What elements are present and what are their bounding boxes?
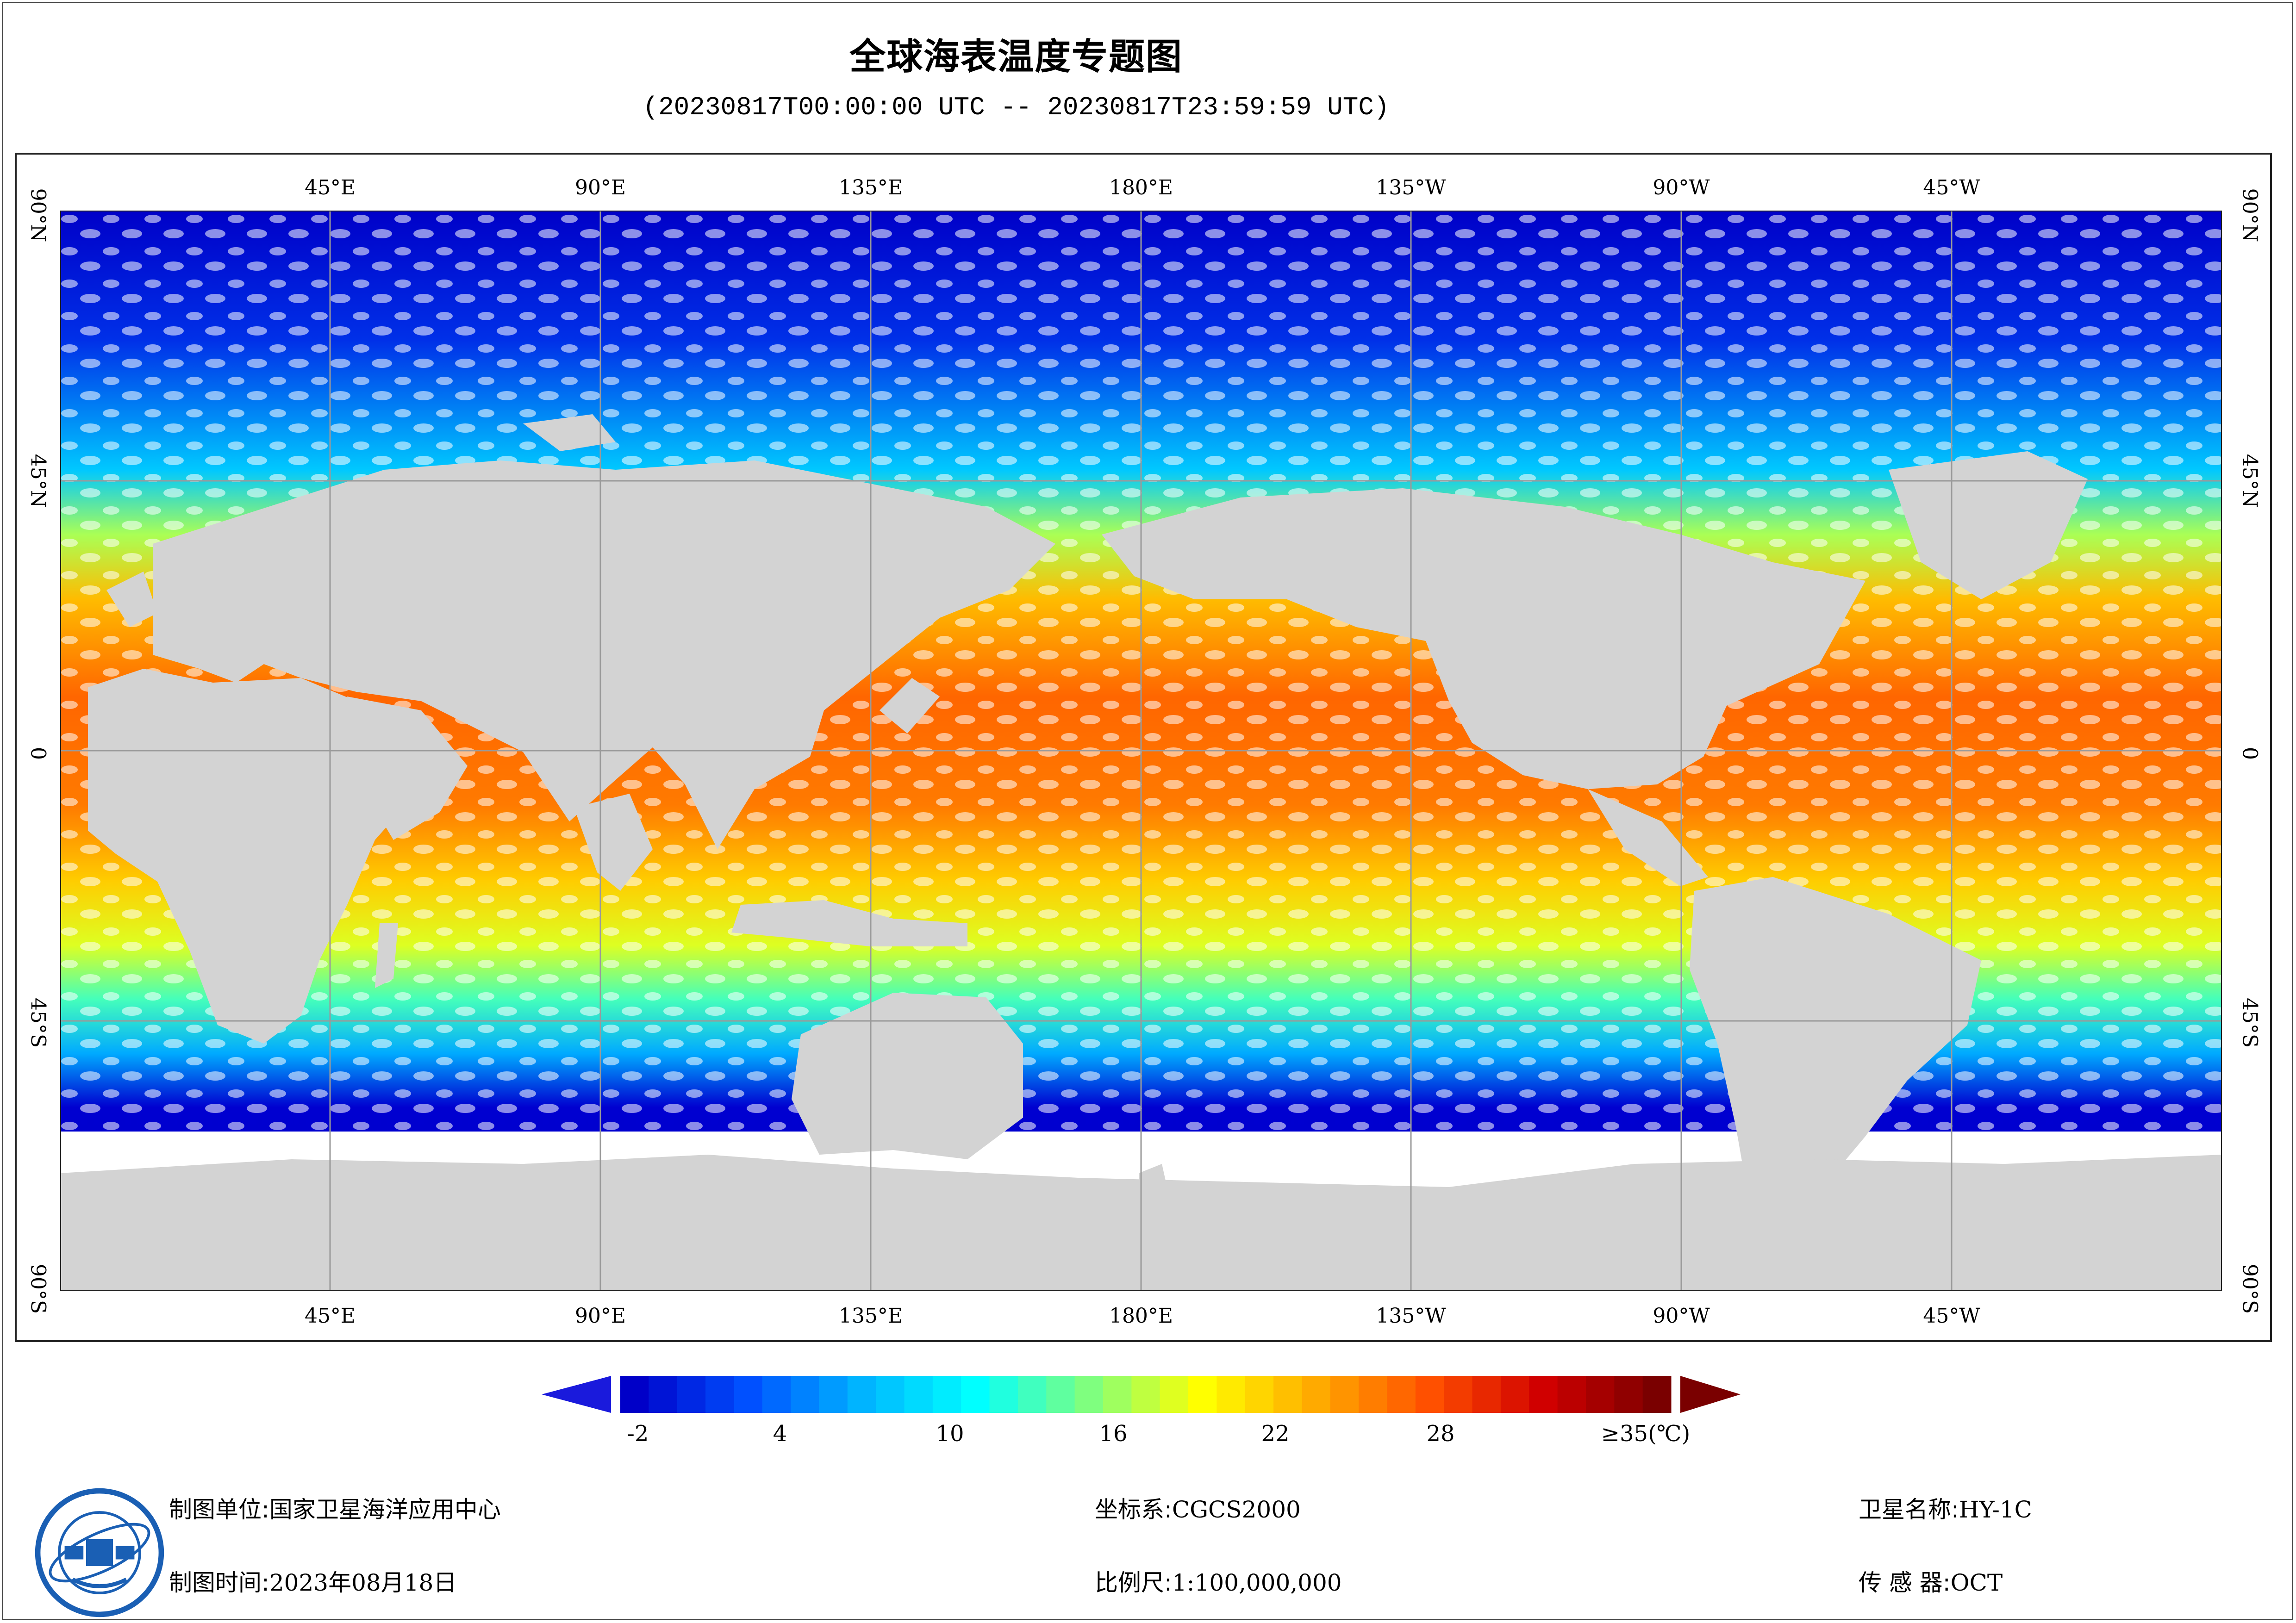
land-south-america [1690, 877, 1981, 1243]
lon-label-bottom: 90°W [1653, 1304, 1710, 1328]
mapping-unit: 制图单位:国家卫星海洋应用中心 [169, 1496, 501, 1523]
colorbar-cell [1529, 1376, 1558, 1413]
land-indonesia [731, 900, 967, 946]
graticule [60, 211, 2222, 1291]
colorbar-cell [1245, 1376, 1274, 1413]
land-arabia [347, 696, 468, 840]
colorbar-cell [876, 1376, 905, 1413]
lat-label-right: 90°N [2238, 188, 2262, 243]
lat-label-left: 0 [26, 747, 50, 760]
coordinate-system: 坐标系:CGCS2000 [1095, 1496, 1301, 1523]
lat-label-right: 45°S [2238, 997, 2262, 1048]
colorbar [542, 1376, 1741, 1413]
colorbar-cell [961, 1376, 990, 1413]
satellite-name: 卫星名称:HY-1C [1859, 1496, 2032, 1523]
lat-label-left: 45°S [26, 997, 50, 1048]
lon-label-bottom: 135°W [1376, 1304, 1446, 1328]
lon-label-top: 180°E [1109, 176, 1173, 199]
lon-label-bottom: 45°E [304, 1304, 356, 1328]
colorbar-tick: 28 [1426, 1421, 1455, 1447]
land-japan [880, 678, 940, 734]
lon-label-top: 135°W [1376, 176, 1446, 199]
colorbar-cell [677, 1376, 706, 1413]
colorbar-cell [734, 1376, 763, 1413]
colorbar-cell [1415, 1376, 1444, 1413]
colorbar-cell [1131, 1376, 1160, 1413]
map-frame [15, 153, 2272, 1342]
colorbar-cell [1614, 1376, 1643, 1413]
colorbar-cell [1046, 1376, 1075, 1413]
colorbar-cell [932, 1376, 961, 1413]
colorbar-cell [1217, 1376, 1246, 1413]
lat-label-left: 90°S [26, 1263, 50, 1314]
lat-label-right: 45°N [2238, 454, 2262, 508]
colorbar-cell [1074, 1376, 1104, 1413]
land-uk [106, 572, 157, 627]
mapping-time: 制图时间:2023年08月18日 [169, 1569, 457, 1596]
sst-map [60, 211, 2222, 1291]
lat-label-left: 45°N [26, 454, 50, 508]
lon-label-top: 45°W [1923, 176, 1980, 199]
lat-label-left: 90°N [26, 188, 50, 243]
land-africa [88, 669, 412, 1044]
colorbar-high-arrow [1680, 1376, 1741, 1413]
colorbar-cell [1444, 1376, 1473, 1413]
lon-label-top: 90°E [574, 176, 626, 199]
lon-label-bottom: 45°W [1923, 1304, 1980, 1328]
lon-label-top: 135°E [838, 176, 903, 199]
lon-label-top: 45°E [304, 176, 356, 199]
lon-label-bottom: 180°E [1109, 1304, 1173, 1328]
colorbar-cell [1642, 1376, 1672, 1413]
colorbar-low-arrow [542, 1376, 611, 1413]
colorbar-cell [620, 1376, 649, 1413]
lat-label-right: 0 [2238, 747, 2262, 760]
colorbar-cell [1330, 1376, 1359, 1413]
map-scale: 比例尺:1:100,000,000 [1095, 1569, 1342, 1596]
page-title: 全球海表温度专题图 [849, 36, 1183, 78]
land-india [574, 794, 653, 891]
colorbar-cell [791, 1376, 819, 1413]
colorbar-cell [1302, 1376, 1331, 1413]
colorbar-cell [1557, 1376, 1586, 1413]
colorbar-cell [1273, 1376, 1302, 1413]
land-north-america [1102, 488, 1866, 789]
colorbar-tick: 4 [773, 1421, 787, 1447]
lon-label-top: 90°W [1653, 176, 1710, 199]
sensor-name: 传 感 器:OCT [1859, 1569, 2003, 1596]
colorbar-cell [1359, 1376, 1387, 1413]
colorbar-tick: 16 [1099, 1421, 1128, 1447]
colorbar-cell [1585, 1376, 1615, 1413]
colorbar-cell [1387, 1376, 1416, 1413]
colorbar-cell [819, 1376, 848, 1413]
land-greenland [1889, 451, 2088, 599]
colorbar-tick: -2 [627, 1421, 649, 1447]
colorbar-cell [705, 1376, 734, 1413]
colorbar-cell [904, 1376, 933, 1413]
land-svalbard [523, 414, 616, 451]
colorbar-cell [989, 1376, 1018, 1413]
land-australia [792, 993, 1023, 1159]
colorbar-cell [762, 1376, 791, 1413]
colorbar-cell [1500, 1376, 1529, 1413]
nsoas-logo-icon [35, 1488, 164, 1617]
colorbar-max-label: ≥35(℃) [1601, 1421, 1691, 1447]
colorbar-cells [620, 1376, 1672, 1413]
colorbar-cell [649, 1376, 678, 1413]
colorbar-tick: 10 [936, 1421, 964, 1447]
colorbar-cell [847, 1376, 876, 1413]
colorbar-cell [1160, 1376, 1189, 1413]
land-eurasia [153, 460, 1055, 849]
lon-label-bottom: 90°E [574, 1304, 626, 1328]
colorbar-tick: 22 [1261, 1421, 1290, 1447]
lon-label-bottom: 135°E [838, 1304, 903, 1328]
time-range: (20230817T00:00:00 UTC -- 20230817T23:59… [643, 93, 1390, 122]
lat-label-right: 90°S [2238, 1263, 2262, 1314]
colorbar-cell [1472, 1376, 1501, 1413]
land-madagascar [375, 923, 398, 988]
land-central-america [1588, 789, 1708, 886]
colorbar-cell [1103, 1376, 1132, 1413]
colorbar-cell [1188, 1376, 1217, 1413]
colorbar-cell [1017, 1376, 1047, 1413]
